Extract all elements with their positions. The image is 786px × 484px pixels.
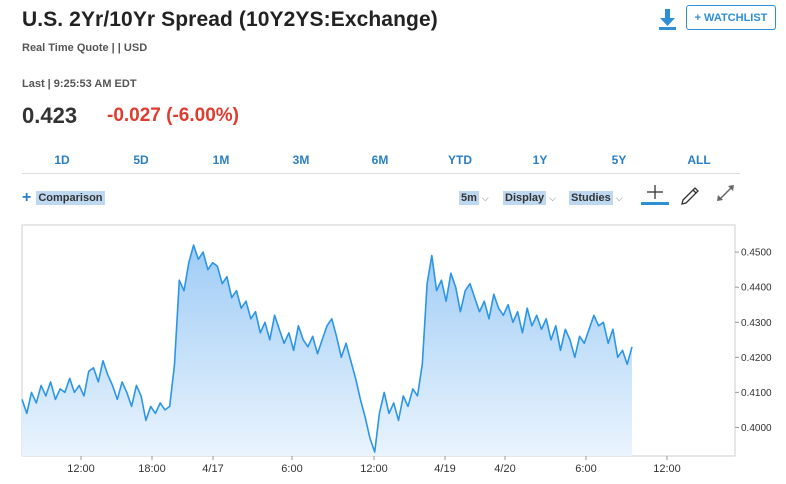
series-area (22, 245, 632, 456)
y-tick-label: 0.4000 (741, 423, 772, 434)
expand-icon[interactable] (712, 184, 742, 208)
x-axis: 12:00 18:00 4/17 6:00 12:00 4/19 4/20 6:00 12:00 (67, 456, 681, 475)
time-range-selector: 1D 5D 1M 3M 6M YTD 1Y 5Y ALL (22, 148, 740, 174)
plus-icon: + (22, 189, 32, 206)
x-tick-label: 12:00 (360, 463, 388, 475)
x-tick-label: 4/19 (434, 463, 455, 475)
last-price: 0.423 (22, 103, 78, 128)
x-tick-label: 4/20 (494, 463, 515, 475)
x-tick-label: 18:00 (138, 463, 166, 475)
chevron-down-icon: ⌵ (481, 192, 489, 203)
page-title: U.S. 2Yr/10Yr Spread (10Y2YS:Exchange) (22, 8, 438, 31)
x-tick-label: 6:00 (575, 463, 596, 475)
x-tick-label: 4/17 (202, 463, 223, 475)
y-tick-label: 0.4300 (741, 318, 772, 329)
comparison-button[interactable]: + Comparison (22, 189, 105, 206)
range-5y[interactable]: 5Y (611, 153, 627, 167)
last-update-time: Last | 9:25:53 AM EDT (22, 78, 137, 90)
range-1d[interactable]: 1D (54, 153, 70, 167)
studies-dropdown[interactable]: Studies ⌵ (569, 191, 623, 205)
range-5d[interactable]: 5D (133, 153, 149, 167)
series-line (21, 244, 633, 453)
studies-label: Studies (569, 191, 613, 205)
range-3m[interactable]: 3M (292, 153, 310, 167)
display-label: Display (503, 191, 547, 205)
chart-toolbar: + Comparison 5m ⌵ Display ⌵ Studies ⌵ (22, 185, 740, 212)
price-change: -0.027 (-6.00%) (107, 105, 240, 126)
interval-dropdown[interactable]: 5m ⌵ (459, 191, 489, 205)
chevron-down-icon: ⌵ (615, 192, 623, 203)
display-dropdown[interactable]: Display ⌵ (503, 191, 556, 205)
interval-label: 5m (459, 191, 479, 205)
y-tick-label: 0.4100 (741, 388, 772, 399)
y-tick-label: 0.4400 (741, 283, 772, 294)
crosshair-icon[interactable] (640, 184, 670, 208)
range-1m[interactable]: 1M (212, 153, 230, 167)
range-6m[interactable]: 6M (371, 153, 389, 167)
chevron-down-icon: ⌵ (549, 192, 556, 203)
draw-pencil-icon[interactable] (676, 184, 706, 208)
download-icon[interactable] (654, 6, 680, 32)
y-tick-label: 0.4500 (741, 248, 772, 259)
add-watchlist-button[interactable]: + WATCHLIST (686, 5, 776, 30)
quote-subtitle: Real Time Quote | | USD (22, 42, 148, 54)
x-tick-label: 12:00 (653, 463, 681, 475)
x-tick-label: 6:00 (281, 463, 302, 475)
comparison-label: Comparison (36, 191, 105, 205)
range-1y[interactable]: 1Y (532, 153, 548, 167)
x-tick-label: 12:00 (67, 463, 95, 475)
y-axis: 0.4500 0.4400 0.4300 0.4200 0.4100 0.4000 (735, 248, 772, 434)
range-ytd[interactable]: YTD (448, 153, 472, 167)
range-all[interactable]: ALL (687, 153, 711, 167)
y-tick-label: 0.4200 (741, 353, 772, 364)
